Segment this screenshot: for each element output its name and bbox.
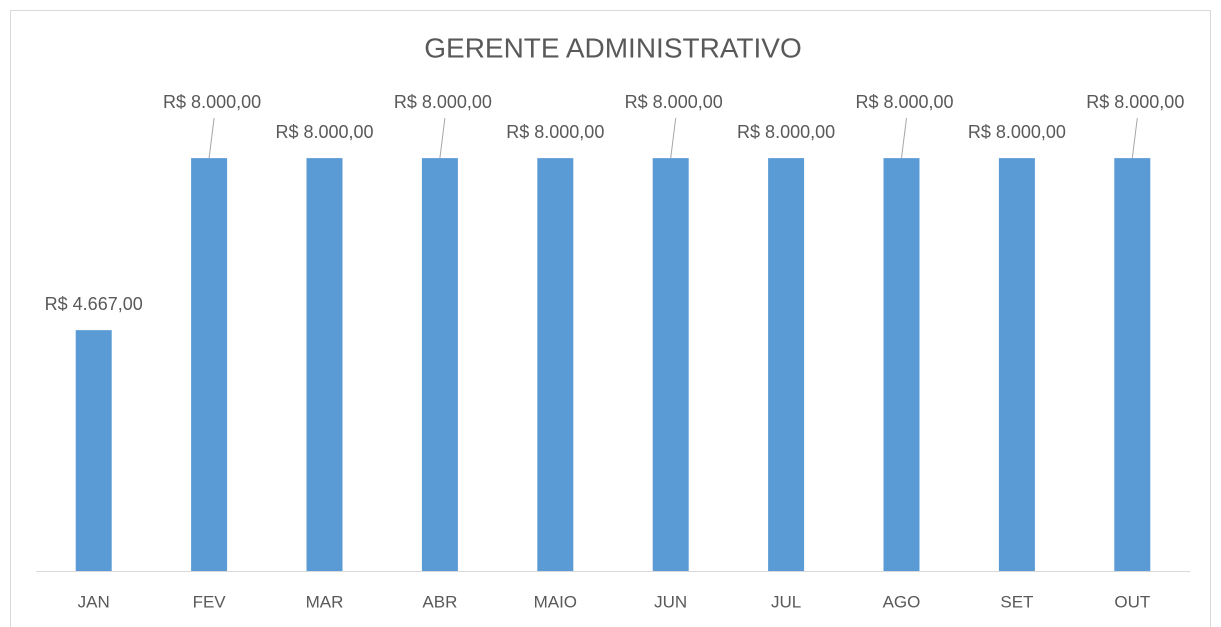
x-tick-label: FEV [193,592,227,611]
data-label: R$ 8.000,00 [506,122,604,142]
bar [1114,158,1151,571]
x-tick-label: JAN [78,592,110,611]
data-label: R$ 8.000,00 [275,122,373,142]
x-tick-label: MAIO [534,592,577,611]
bar [768,158,805,571]
bar [652,158,689,571]
bar [421,158,458,571]
bar [306,158,343,571]
x-tick-label: JUN [654,592,687,611]
x-tick-label: SET [1000,592,1033,611]
data-label: R$ 8.000,00 [1086,92,1184,112]
bar [883,158,920,571]
x-tick-label: AGO [883,592,921,611]
x-tick-label: JUL [771,592,801,611]
x-tick-label: ABR [422,592,457,611]
bar [998,158,1035,571]
x-tick-label: MAR [306,592,344,611]
x-tick-label: OUT [1114,592,1150,611]
data-label: R$ 8.000,00 [968,122,1066,142]
leader-line [1131,118,1138,159]
leader-line [670,118,677,159]
bar [191,158,228,571]
bar [75,330,112,571]
chart-title: GERENTE ADMINISTRATIVO [424,32,802,63]
data-label: R$ 8.000,00 [394,92,492,112]
leader-line [901,118,907,159]
bar [537,158,574,571]
data-label: R$ 8.000,00 [737,122,835,142]
data-label: R$ 8.000,00 [625,92,723,112]
data-label: R$ 4.667,00 [45,294,143,314]
data-label: R$ 8.000,00 [163,92,261,112]
leader-line [208,118,215,159]
data-label: R$ 8.000,00 [855,92,953,112]
leader-line [439,118,446,159]
